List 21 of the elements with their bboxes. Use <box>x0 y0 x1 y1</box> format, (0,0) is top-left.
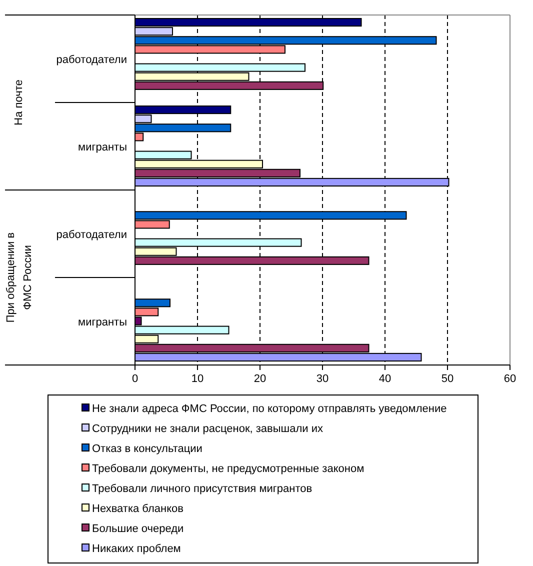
text: При обращении в ФМС России <box>5 232 34 323</box>
legend-label: Требовали документы, не предусмотренные законом <box>92 463 364 475</box>
legend-label: Никаких проблем <box>92 543 181 555</box>
legend-label: Отказ в консультации <box>92 443 202 455</box>
x-tick-label: 40 <box>378 373 392 385</box>
legend-label: Нехватка бланков <box>92 503 184 515</box>
y-tick-label: мигранты <box>78 141 128 154</box>
x-tick-label: 30 <box>316 373 329 385</box>
x-tick-label: 60 <box>504 373 516 385</box>
legend-label: Требовали личного присутствия мигрантов <box>92 483 312 495</box>
y-tick-label: работодатели <box>56 228 127 241</box>
legend-label: Не знали адреса ФМС России, по которому отправлять уведомление <box>92 403 447 415</box>
text: На почте <box>13 80 25 126</box>
y-tick-label: работодатели <box>56 54 127 66</box>
legend-label: Большие очереди <box>92 523 184 535</box>
y-tick-label: мигранты <box>78 316 128 328</box>
legend-label: Сотрудники не знали расценок, завышали их <box>92 423 324 435</box>
x-tick-label: 20 <box>254 373 266 385</box>
x-tick-label: 0 <box>132 373 138 385</box>
x-tick-label: 10 <box>191 373 204 385</box>
x-tick-label: 50 <box>441 373 454 385</box>
